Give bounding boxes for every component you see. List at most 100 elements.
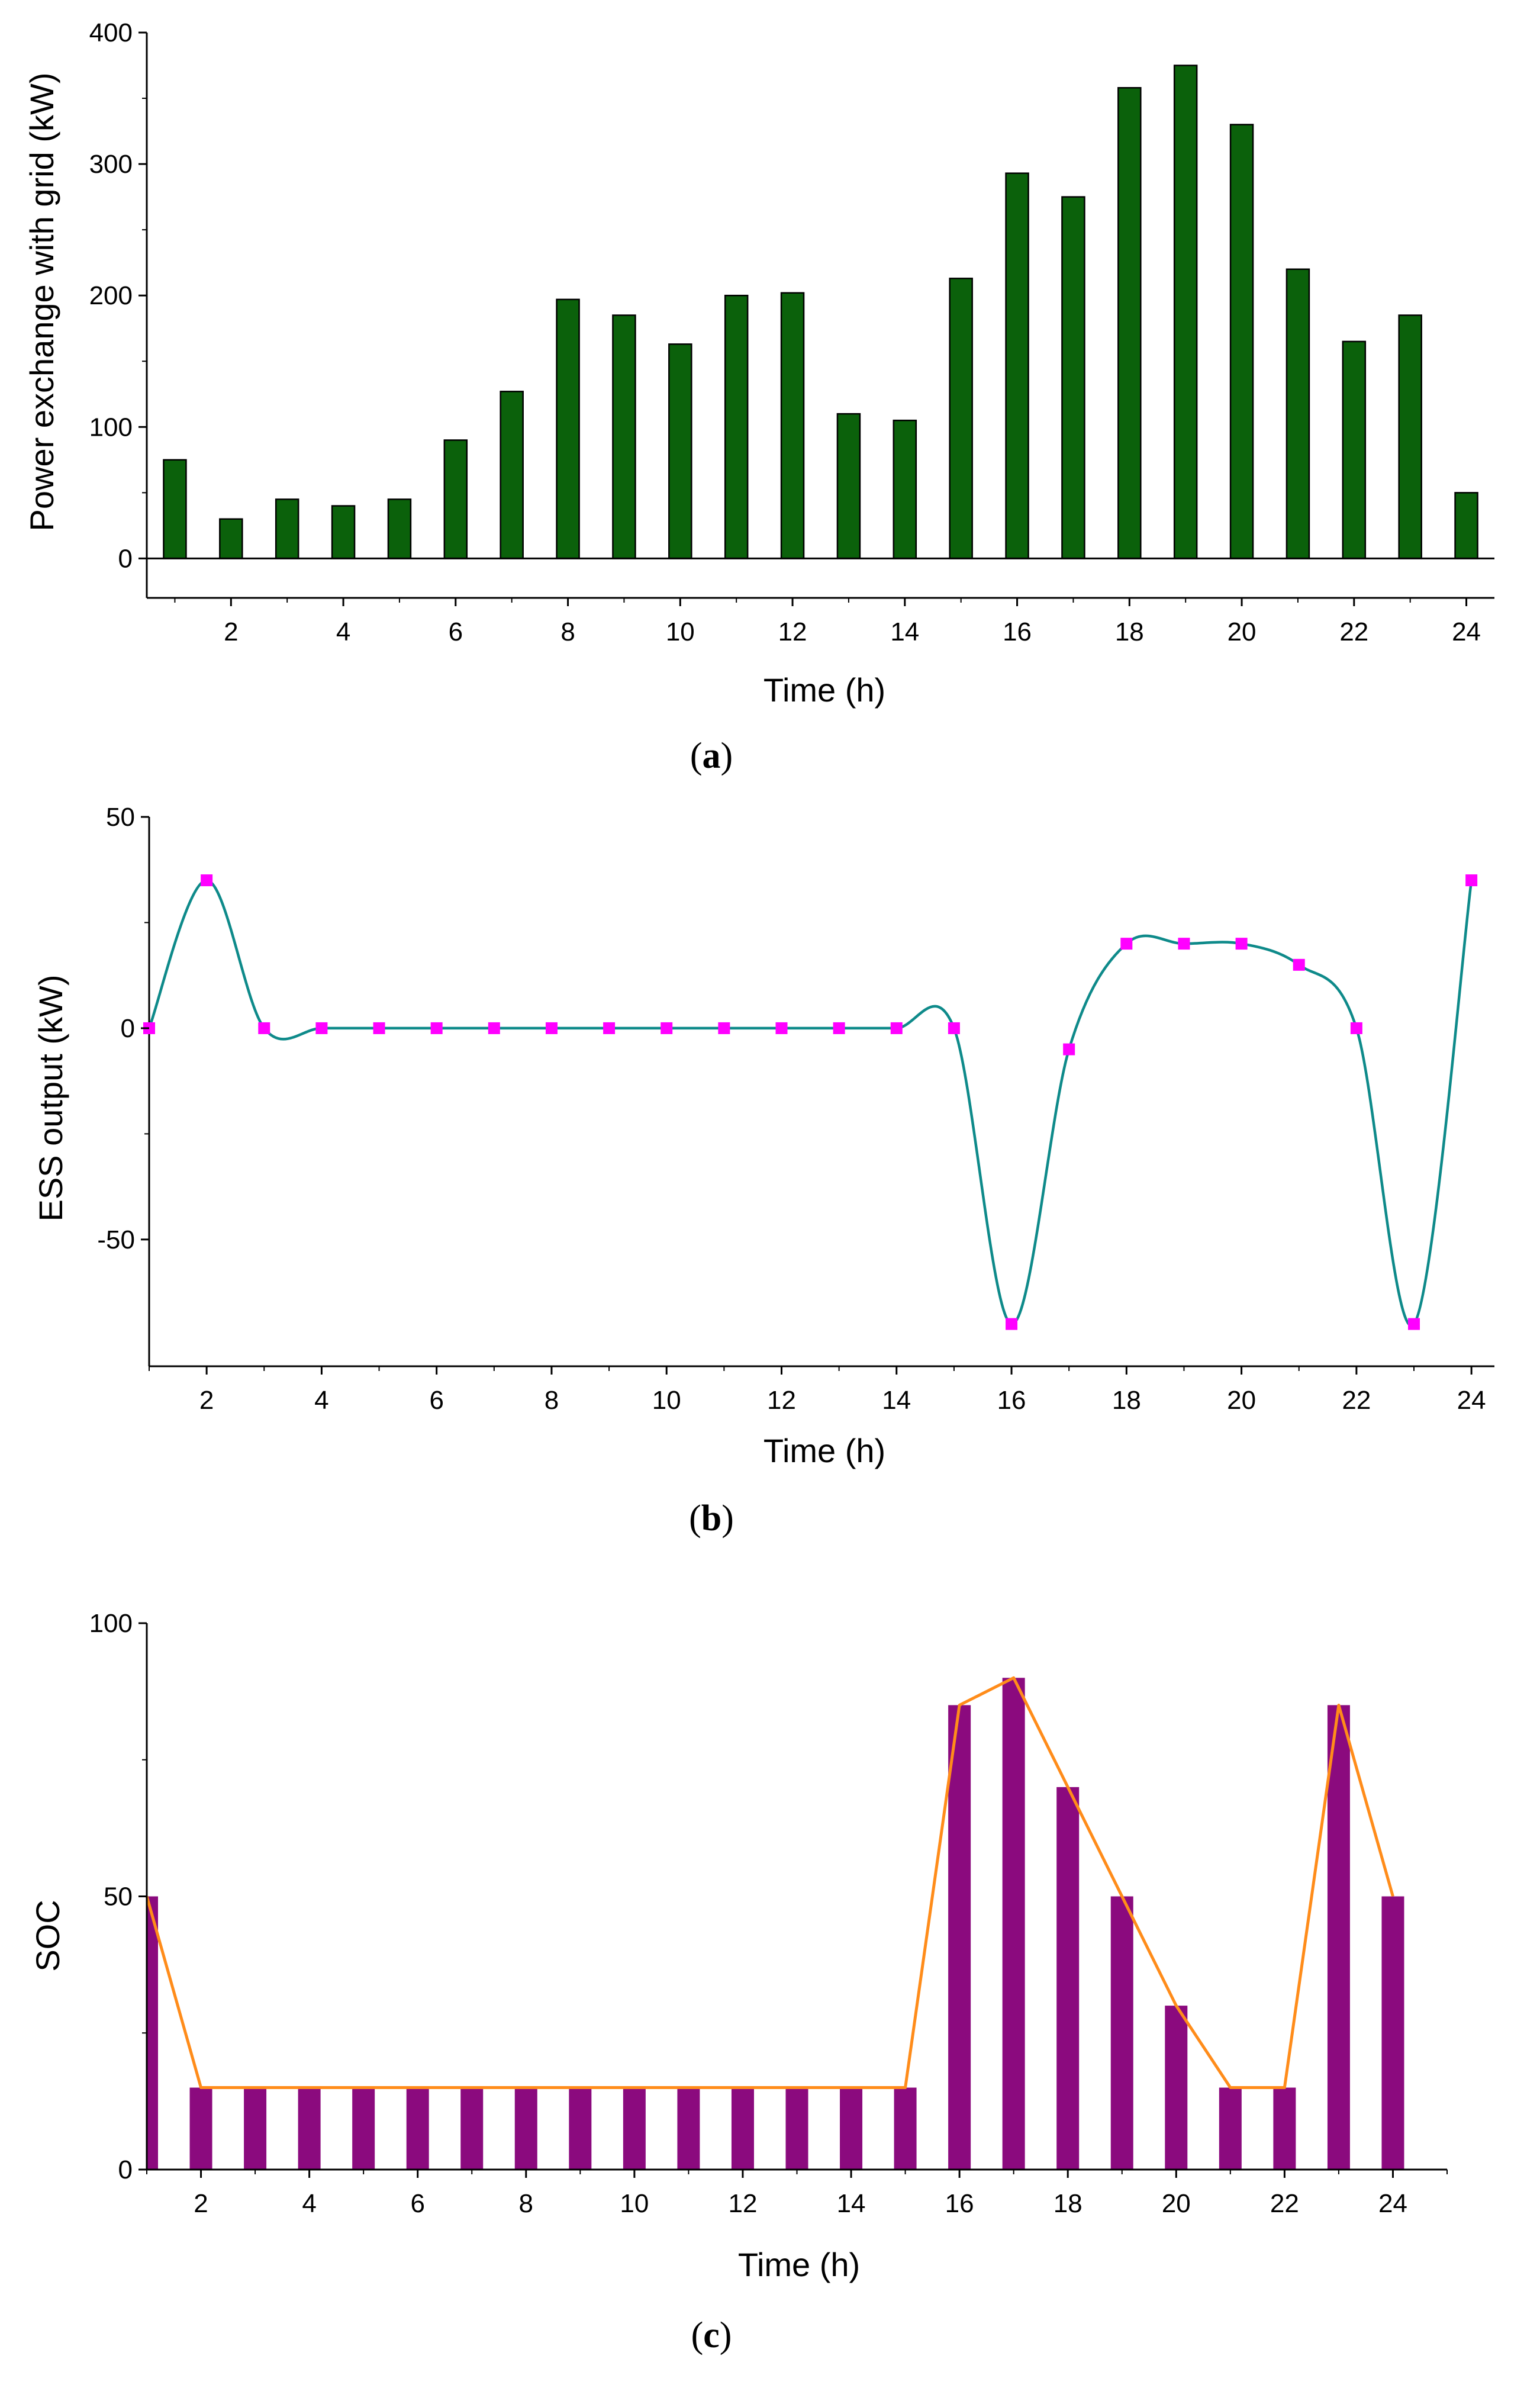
data-point-marker	[1408, 1318, 1420, 1330]
soc-bar	[406, 2087, 429, 2170]
bar	[443, 439, 468, 559]
x-tick-label: 24	[1457, 1386, 1486, 1415]
panel-c-label: (c)	[691, 2315, 732, 2355]
x-tick-label: 14	[890, 617, 919, 646]
y-tick-label: 100	[89, 1609, 133, 1638]
soc-bar	[1273, 2087, 1296, 2170]
bar	[1117, 87, 1142, 559]
x-tick-label: 10	[652, 1386, 681, 1415]
x-tick-label: 6	[410, 2189, 424, 2218]
panel-b-series-line	[147, 878, 1473, 1327]
bar	[387, 498, 412, 559]
x-tick-label: 14	[837, 2189, 866, 2218]
panel-c-y-axis-label: SOC	[29, 1900, 66, 1971]
bar	[949, 278, 973, 559]
soc-bar	[569, 2087, 592, 2170]
soc-bar	[840, 2087, 863, 2170]
data-point-marker	[1293, 958, 1305, 971]
x-tick-label: 18	[1115, 617, 1144, 646]
x-tick-label: 22	[1342, 1386, 1371, 1415]
panel-c-y-ticks: 0 50 100	[89, 1609, 147, 2184]
x-tick-label: 6	[449, 617, 463, 646]
data-point-marker	[373, 1022, 385, 1034]
y-tick-label: -50	[97, 1225, 135, 1254]
y-tick-label: 300	[89, 150, 133, 179]
panel-b-axes	[148, 817, 1494, 1367]
bar	[724, 294, 749, 559]
data-point-marker	[1350, 1022, 1362, 1034]
panel-c-x-axis-label: Time (h)	[738, 2246, 860, 2283]
bar	[1342, 340, 1367, 559]
x-tick-label: 6	[429, 1386, 443, 1415]
panel-a-x-ticks: 2 4 6 8 10 12 14 16 18 20 22 24	[174, 598, 1481, 646]
x-tick-label: 2	[224, 617, 238, 646]
bar	[612, 314, 636, 559]
data-point-marker	[545, 1022, 558, 1034]
data-point-marker	[661, 1022, 673, 1034]
soc-bar	[1056, 1787, 1080, 2170]
soc-bar	[785, 2087, 808, 2170]
x-tick-label: 24	[1452, 617, 1481, 646]
soc-bar	[1381, 1896, 1404, 2170]
x-tick-label: 4	[302, 2189, 316, 2218]
data-point-marker	[1235, 938, 1248, 950]
data-point-marker	[948, 1022, 960, 1034]
data-point-marker	[1006, 1318, 1018, 1330]
x-tick-label: 20	[1162, 2189, 1191, 2218]
data-point-marker	[201, 874, 213, 887]
panel-a-y-ticks: 0 100 200 300 400	[89, 18, 147, 573]
bar	[668, 343, 692, 559]
bar	[780, 292, 805, 559]
bar	[331, 505, 356, 559]
bar	[556, 298, 580, 559]
soc-bar	[244, 2087, 267, 2170]
x-tick-label: 20	[1227, 1386, 1256, 1415]
y-tick-label: 50	[104, 1882, 133, 1911]
x-tick-label: 12	[728, 2189, 757, 2218]
panel-b-label: (b)	[689, 1498, 734, 1539]
data-point-marker	[1120, 938, 1133, 950]
y-tick-label: 0	[118, 2155, 133, 2184]
soc-bar	[1327, 1705, 1350, 2170]
soc-bar	[1165, 2006, 1188, 2170]
y-tick-label: 200	[89, 281, 133, 310]
x-tick-label: 4	[336, 617, 350, 646]
soc-bar	[514, 2087, 537, 2170]
x-tick-label: 2	[194, 2189, 208, 2218]
bar	[1005, 172, 1029, 559]
soc-bar	[894, 2087, 917, 2170]
bar	[1229, 124, 1254, 559]
x-tick-label: 4	[314, 1386, 328, 1415]
data-point-marker	[890, 1022, 903, 1034]
data-point-marker	[603, 1022, 616, 1034]
soc-bar	[1002, 1678, 1025, 2170]
x-tick-label: 10	[620, 2189, 649, 2218]
soc-bar	[677, 2087, 700, 2170]
panel-a-axes	[146, 33, 1494, 599]
soc-bar	[147, 1896, 158, 2170]
x-tick-label: 8	[519, 2189, 533, 2218]
x-tick-label: 18	[1053, 2189, 1082, 2218]
bar	[500, 391, 524, 559]
panel-c-series-line	[145, 1676, 1394, 2090]
panel-b-markers	[143, 874, 1478, 1330]
soc-line	[145, 1676, 1394, 2090]
x-tick-label: 16	[997, 1386, 1026, 1415]
data-point-marker	[718, 1022, 730, 1034]
soc-bar	[460, 2087, 484, 2170]
soc-bar	[1110, 1896, 1133, 2170]
panel-a-y-axis-label: Power exchange with grid (kW)	[23, 73, 60, 532]
x-tick-label: 8	[545, 1386, 559, 1415]
panel-c-bars	[147, 1678, 1404, 2170]
y-tick-label: 50	[106, 803, 135, 832]
x-tick-label: 16	[945, 2189, 974, 2218]
bar	[1398, 314, 1422, 559]
x-tick-label: 14	[882, 1386, 911, 1415]
y-tick-label: 0	[118, 544, 133, 573]
x-tick-label: 10	[666, 617, 695, 646]
soc-bar	[731, 2087, 754, 2170]
data-point-marker	[258, 1022, 270, 1034]
